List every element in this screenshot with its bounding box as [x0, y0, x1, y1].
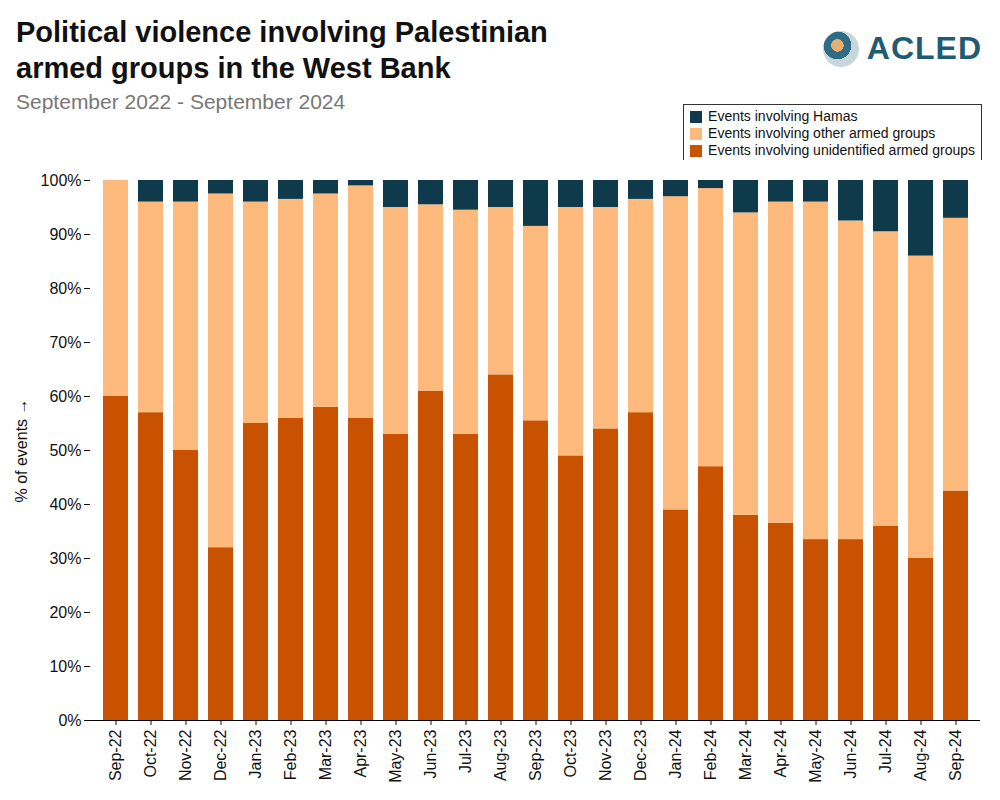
svg-text:Jan-23: Jan-23: [247, 729, 264, 778]
svg-text:Jan-24: Jan-24: [667, 729, 684, 778]
svg-text:60%: 60%: [49, 388, 81, 405]
svg-text:Nov-22: Nov-22: [177, 729, 194, 781]
svg-text:Oct-22: Oct-22: [142, 729, 159, 777]
svg-text:20%: 20%: [49, 604, 81, 621]
svg-text:Aug-24: Aug-24: [912, 729, 929, 781]
svg-text:Feb-24: Feb-24: [702, 729, 719, 780]
svg-text:Apr-24: Apr-24: [772, 729, 789, 777]
svg-text:Jun-24: Jun-24: [842, 729, 859, 778]
svg-text:10%: 10%: [49, 658, 81, 675]
svg-text:May-24: May-24: [807, 729, 824, 782]
svg-text:Sep-22: Sep-22: [107, 729, 124, 781]
html-text:September 2022 - September 202: September 2022 - September 2024: [16, 90, 346, 113]
svg-text:Feb-23: Feb-23: [282, 729, 299, 780]
svg-text:Aug-23: Aug-23: [492, 729, 509, 781]
html-text:Events involving Hamas: Events involving Hamas: [708, 108, 858, 124]
svg-text:40%: 40%: [49, 496, 81, 513]
svg-text:Dec-22: Dec-22: [212, 729, 229, 781]
svg-text:Jul-24: Jul-24: [877, 729, 894, 773]
svg-text:Jun-23: Jun-23: [422, 729, 439, 778]
svg-text:May-23: May-23: [387, 729, 404, 782]
svg-text:50%: 50%: [49, 442, 81, 459]
svg-text:Apr-23: Apr-23: [352, 729, 369, 777]
svg-text:70%: 70%: [49, 334, 81, 351]
html-text:ACLED: ACLED: [866, 30, 982, 66]
svg-text:30%: 30%: [49, 550, 81, 567]
svg-text:Oct-23: Oct-23: [562, 729, 579, 777]
html-text:Events involving other armed g: Events involving other armed groups: [708, 125, 936, 141]
svg-text:Mar-23: Mar-23: [317, 729, 334, 780]
svg-text:80%: 80%: [49, 280, 81, 297]
svg-text:% of events →: % of events →: [13, 398, 30, 502]
html-text:Events involving unidentified: Events involving unidentified armed grou…: [708, 142, 975, 158]
svg-text:Nov-23: Nov-23: [597, 729, 614, 781]
svg-text:Dec-23: Dec-23: [632, 729, 649, 781]
svg-text:90%: 90%: [49, 226, 81, 243]
svg-text:Mar-24: Mar-24: [737, 729, 754, 780]
svg-text:0%: 0%: [58, 712, 81, 729]
html-text:Political violence involving P: Political violence involving Palestinian…: [16, 16, 548, 84]
svg-text:Sep-24: Sep-24: [947, 729, 964, 781]
svg-text:Sep-23: Sep-23: [527, 729, 544, 781]
svg-text:Jul-23: Jul-23: [457, 729, 474, 773]
svg-text:100%: 100%: [41, 172, 82, 189]
